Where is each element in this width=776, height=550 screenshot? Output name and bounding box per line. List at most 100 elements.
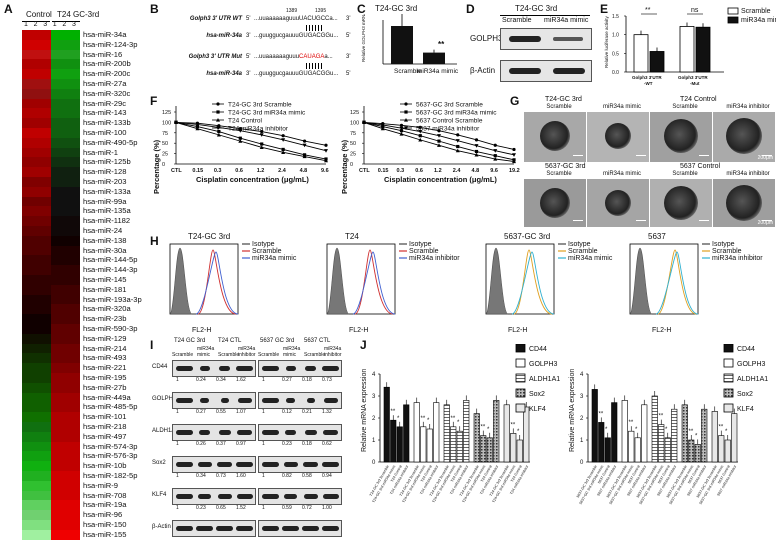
position-1389: 1389 [286, 8, 298, 14]
panel-b-sequences: Golph3 3' UTR WT 5' ...uuaaaaaaguuuUACUGCC… [150, 16, 360, 86]
heatmap-row [22, 461, 81, 471]
flow-plot: 5637 FL2-H Isotype Scramble miR34a inhibitor [620, 232, 770, 337]
heatmap-cell [41, 412, 52, 422]
panel-g-title-t24gc: T24-GC 3rd [545, 96, 582, 103]
blot-band [262, 398, 279, 403]
header-t24-gc: T24 GC 3rd [174, 338, 206, 344]
bar [641, 404, 648, 463]
significance-mark: ** [451, 416, 456, 422]
heatmap-cell [51, 98, 61, 109]
heatmap-cell [51, 353, 61, 364]
heatmap-cell [41, 177, 52, 187]
heatmap-cell [22, 79, 32, 89]
bar [480, 435, 487, 463]
heatmap-cell [51, 255, 61, 266]
heatmap-row-label: hsa-miR-145 [83, 275, 127, 284]
blot-band [306, 398, 315, 403]
heatmap-cell [22, 373, 32, 383]
bar [604, 437, 611, 463]
legend-label: miR34a inhibitor [409, 255, 460, 262]
heatmap-cell [41, 137, 52, 148]
heatmap-cell [22, 324, 32, 334]
blot-band [176, 398, 193, 403]
heatmap-cell [22, 500, 32, 511]
legend-label: Sox2 [737, 391, 753, 398]
blot-band [199, 366, 210, 371]
densitometry-value: 1 [176, 409, 179, 415]
bar [718, 435, 725, 463]
x-tick-label: 0.6 [415, 168, 423, 174]
heatmap-row-label: hsa-miR-590-3p [83, 324, 138, 333]
sequence-text: ...guuggucgauuuGUGACGGu... [254, 33, 339, 39]
bar [731, 413, 738, 463]
scale-bar-label: 200μm [757, 155, 773, 161]
heatmap-cell [41, 265, 52, 275]
blot-band [262, 366, 279, 371]
heatmap-cell [51, 157, 61, 168]
heatmap-cell [31, 353, 42, 364]
heatmap-cell [31, 216, 42, 226]
legend-label: T24-GC 3rd miR34a mimic [228, 110, 306, 117]
x-tick-label: CTL [171, 168, 182, 174]
heatmap-cell [70, 422, 81, 432]
panel-d-col-mimic: miR34a mimic [544, 17, 589, 24]
heatmap-cell [60, 226, 71, 236]
heatmap-cell [22, 255, 32, 266]
data-point [195, 122, 200, 127]
significance-mark: ** [599, 411, 604, 417]
seq-mutation: CAUAGA [299, 54, 325, 60]
heatmap-cell [31, 382, 42, 393]
heatmap-row-label: hsa-miR-133a [83, 186, 131, 196]
heatmap-cell [70, 363, 81, 373]
data-point [437, 129, 441, 133]
heatmap-row [22, 157, 81, 168]
significance-mark: ** [391, 409, 396, 415]
densitometry-value: 0.21 [302, 409, 312, 415]
heatmap-row-label: hsa-miR-100 [83, 128, 127, 137]
heatmap-cell [70, 255, 81, 266]
blot-strip [172, 424, 256, 441]
x-tick-label: 9.6 [321, 168, 329, 174]
heatmap-cell [70, 461, 81, 471]
heatmap-cell [41, 284, 52, 295]
heatmap-cell [31, 275, 42, 285]
heatmap-cell [31, 402, 42, 413]
legend-label: miR34a inhibitor [712, 255, 763, 262]
heatmap-row [22, 353, 81, 364]
heatmap-row-label: hsa-miR-218 [83, 422, 127, 431]
heatmap-row [22, 69, 81, 79]
plot-frame [169, 243, 239, 315]
heatmap-group-t24: T24 GC-3rd [57, 10, 100, 19]
significance-mark: * [517, 429, 520, 435]
panel-label-c: C [357, 2, 366, 16]
heatmap-row-label: hsa-miR-27a [83, 79, 127, 88]
heatmap-cell [31, 118, 42, 128]
heatmap-cell [60, 490, 71, 501]
blot-band [553, 37, 583, 41]
blot-band [176, 366, 193, 371]
heatmap-row-label: hsa-miR-24 [83, 226, 123, 235]
heatmap-row [22, 304, 81, 315]
heatmap-row-label: hsa-miR-1 [83, 147, 119, 157]
significance-mark: ** [659, 414, 664, 420]
heatmap-cell [51, 59, 61, 70]
legend-swatch [723, 344, 734, 353]
data-point [455, 148, 460, 153]
heatmap-cell [51, 451, 61, 462]
scale-bar [636, 219, 646, 221]
blot-band [322, 494, 339, 499]
heatmap-cell [51, 304, 61, 315]
heatmap-cell [41, 235, 52, 246]
data-point [195, 124, 200, 129]
blot-band [199, 430, 210, 435]
heatmap-cell [41, 196, 52, 207]
y-tick-label: 125 [162, 110, 171, 116]
spheroid-image [650, 179, 712, 227]
heatmap-cell [51, 294, 61, 305]
heatmap-cell [41, 520, 52, 530]
y-tick-label: 0.0 [612, 70, 619, 76]
heatmap-row-label: hsa-miR-99a [83, 196, 127, 206]
series-line [175, 121, 327, 146]
heatmap-cell [70, 284, 81, 295]
